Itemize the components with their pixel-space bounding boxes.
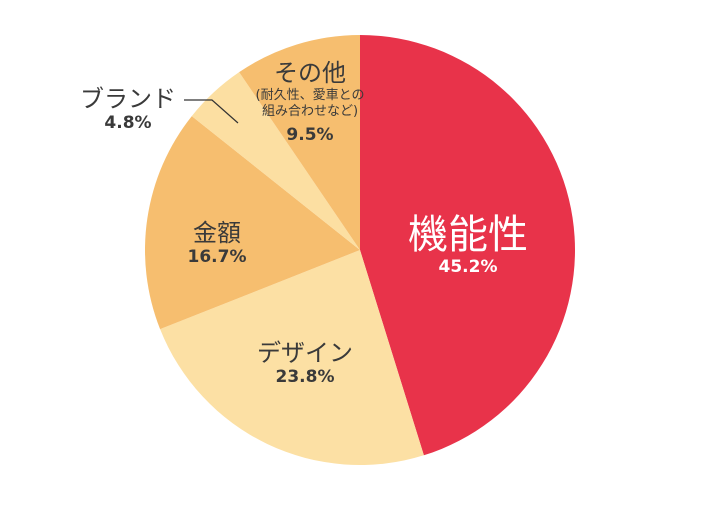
slice-label: ブランド [80, 85, 176, 113]
slice-label: 機能性 [408, 212, 528, 258]
slice-label: 金額 [192, 219, 241, 247]
brand-leader-line [184, 99, 239, 124]
slice-value-label: 16.7% [187, 246, 247, 267]
pie-slice [239, 35, 360, 250]
slice-value-label: 23.8% [275, 366, 335, 387]
slice-value-label: 45.2% [438, 257, 498, 277]
slice-label: デザイン [257, 339, 353, 367]
label-kingaku: 金額 16.7% [187, 219, 247, 267]
label-kinousei: 機能性 45.2% [408, 212, 528, 278]
pie-slice [191, 72, 360, 250]
label-brand: ブランド 4.8% [80, 85, 176, 133]
slice-value-label: 9.5% [286, 125, 334, 146]
slice-label: その他 [273, 59, 346, 87]
label-design: デザイン 23.8% [257, 339, 353, 387]
slice-note: (耐久性、愛車との 組み合わせなど) [255, 87, 365, 119]
label-other: その他 (耐久性、愛車との 組み合わせなど) 9.5% [255, 59, 365, 146]
pie-slice [144, 116, 360, 330]
slice-value-label: 4.8% [104, 112, 152, 133]
pie-slice [360, 35, 576, 456]
pie-slice [160, 250, 424, 465]
